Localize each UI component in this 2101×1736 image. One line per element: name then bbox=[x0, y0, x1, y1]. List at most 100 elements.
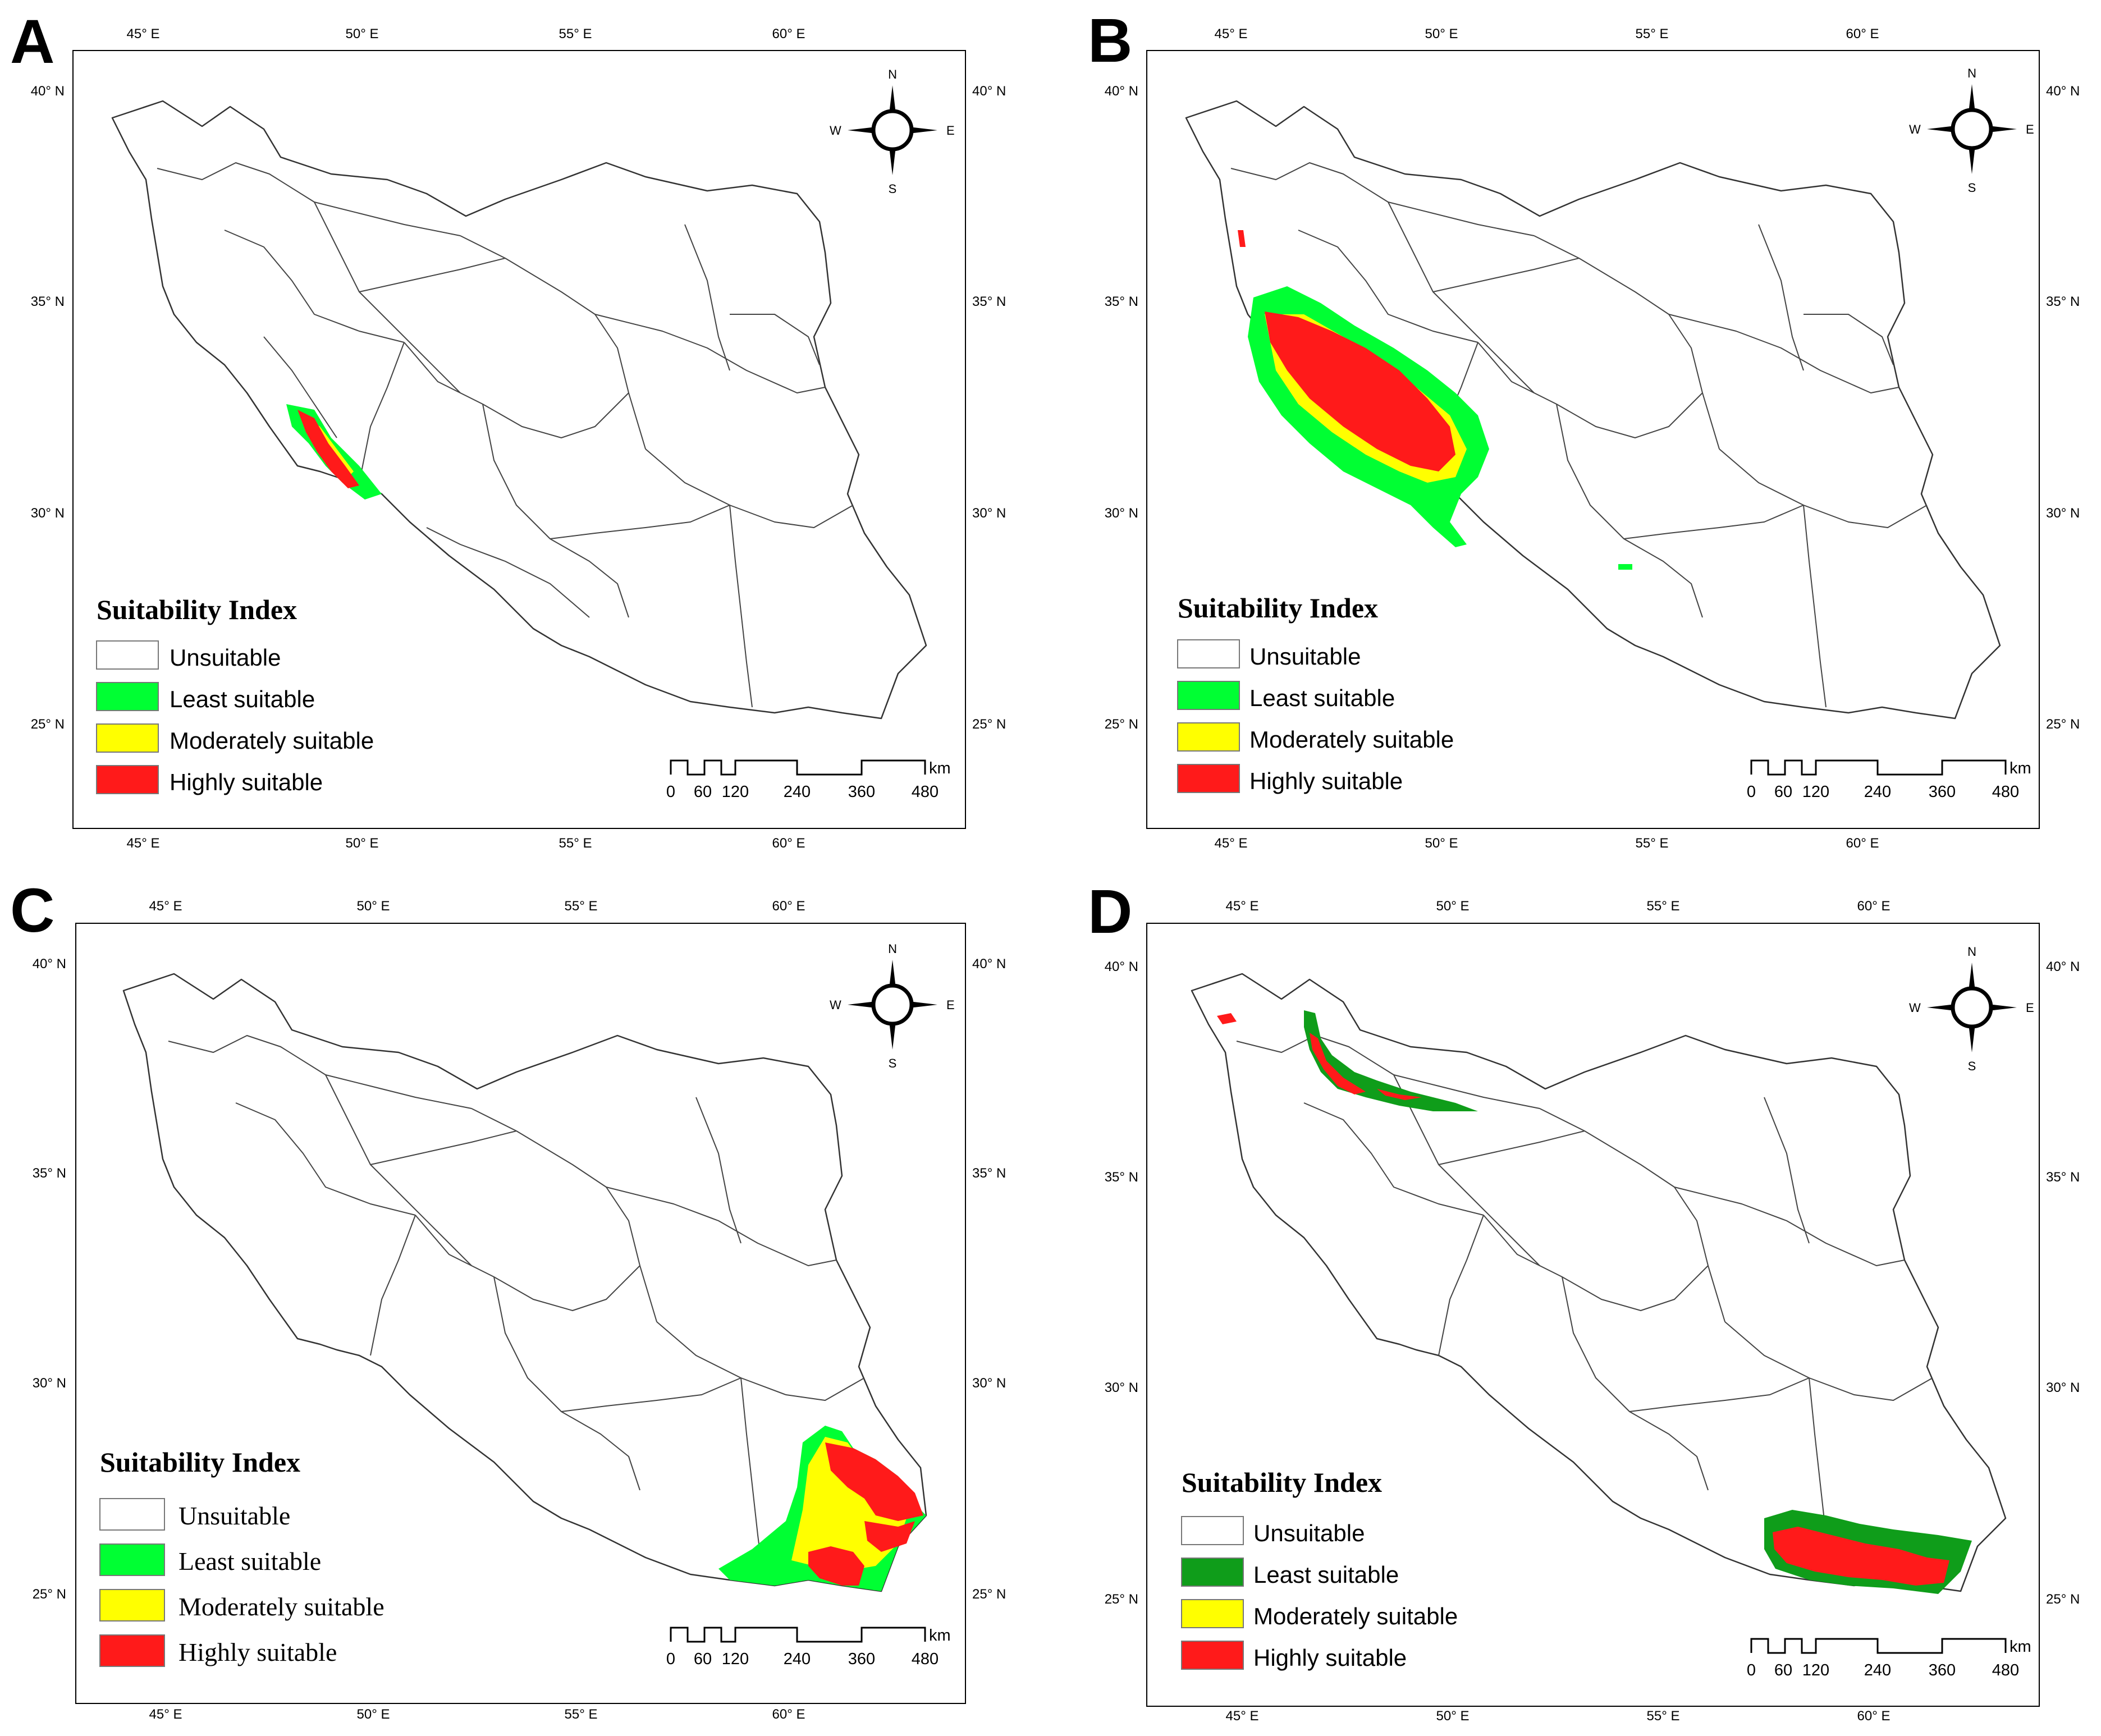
lon-ticks-top: 45° E 50° E 55° E 60° E bbox=[149, 899, 805, 914]
lon-tick: 45° E bbox=[1215, 26, 1248, 42]
lon-tick: 55° E bbox=[559, 26, 592, 42]
legend-title: Suitability Index bbox=[1178, 592, 1378, 624]
lon-tick: 60° E bbox=[1857, 1708, 1891, 1723]
compass-e: E bbox=[946, 123, 955, 138]
lon-tick: 55° E bbox=[565, 1707, 598, 1722]
legend-label: Unsuitable bbox=[170, 644, 281, 671]
lat-tick: 30° N bbox=[2046, 506, 2080, 521]
lat-tick: 40° N bbox=[33, 956, 66, 972]
legend-swatch-least bbox=[1177, 681, 1240, 710]
legend-label: Least suitable bbox=[178, 1547, 321, 1575]
scale-label: 120 bbox=[722, 783, 749, 801]
lat-ticks-left: 40° N 35° N 30° N 25° N bbox=[1105, 959, 1138, 1607]
lon-ticks-bottom: 45° E 50° E 55° E 60° E bbox=[1215, 836, 1879, 851]
high-suitable-area bbox=[1377, 1089, 1422, 1100]
lat-ticks-right: 40° N 35° N 30° N 25° N bbox=[2046, 84, 2080, 732]
scale-unit: km bbox=[2010, 759, 2031, 777]
scale-label: 240 bbox=[1864, 1661, 1891, 1679]
lat-tick: 25° N bbox=[2046, 1592, 2080, 1607]
high-suitable-area bbox=[1217, 1013, 1237, 1024]
legend-swatch-moderate bbox=[1177, 722, 1240, 752]
scale-label: 60 bbox=[1774, 783, 1792, 801]
lat-tick: 35° N bbox=[1105, 1170, 1138, 1185]
legend-swatch-least bbox=[96, 682, 159, 711]
scale-label: 60 bbox=[694, 783, 712, 801]
compass-n: N bbox=[888, 67, 897, 81]
compass-s: S bbox=[1968, 181, 1976, 195]
lon-tick: 55° E bbox=[565, 899, 598, 914]
scale-label: 480 bbox=[912, 1650, 939, 1668]
lat-ticks-left: 40° N 35° N 30° N 25° N bbox=[1105, 84, 1138, 732]
compass-w: W bbox=[830, 998, 841, 1012]
lon-tick: 45° E bbox=[1226, 899, 1259, 914]
scale-label: 360 bbox=[1929, 1661, 1956, 1679]
legend: Suitability Index Unsuitable Least suita… bbox=[1177, 592, 1454, 794]
compass-rose-icon: N S E W bbox=[1909, 66, 2034, 195]
lon-tick: 60° E bbox=[772, 26, 805, 42]
suitability-area bbox=[718, 1426, 926, 1591]
scale-label: 360 bbox=[1929, 783, 1956, 801]
lat-ticks-right: 40° N 35° N 30° N 25° N bbox=[972, 956, 1006, 1602]
lat-ticks-right: 40° N 35° N 30° N 25° N bbox=[2046, 959, 2080, 1607]
legend-swatch-moderate bbox=[96, 723, 159, 753]
map-frame bbox=[1146, 50, 2040, 829]
province-boundaries bbox=[1230, 162, 1928, 708]
lat-tick: 25° N bbox=[972, 1587, 1006, 1602]
lon-tick: 60° E bbox=[772, 836, 805, 851]
lat-tick: 40° N bbox=[2046, 84, 2080, 99]
lat-ticks-left: 40° N 35° N 30° N 25° N bbox=[31, 84, 65, 732]
map-frame bbox=[72, 50, 966, 829]
lon-tick: 55° E bbox=[1647, 1708, 1680, 1723]
lon-tick: 60° E bbox=[1846, 26, 1879, 42]
legend-swatch-high bbox=[96, 765, 159, 794]
lat-tick: 25° N bbox=[1105, 1592, 1138, 1607]
map-frame bbox=[1146, 923, 2040, 1707]
suitability-area bbox=[286, 404, 382, 500]
legend-label: Least suitable bbox=[170, 686, 315, 712]
legend-title: Suitability Index bbox=[97, 594, 297, 625]
scale-unit: km bbox=[929, 759, 951, 777]
scale-unit: km bbox=[929, 1627, 951, 1645]
scale-label: 0 bbox=[1747, 783, 1756, 801]
lon-ticks-bottom: 45° E 50° E 55° E 60° E bbox=[149, 1707, 805, 1722]
legend-swatch-high bbox=[1177, 764, 1240, 793]
lon-tick: 50° E bbox=[357, 899, 390, 914]
legend: Suitability Index Unsuitable Least suita… bbox=[96, 594, 374, 795]
lon-tick: 45° E bbox=[1226, 1708, 1259, 1723]
legend-label: Unsuitable bbox=[1253, 1520, 1365, 1546]
lon-tick: 60° E bbox=[772, 899, 805, 914]
lon-tick: 55° E bbox=[1647, 899, 1680, 914]
lat-tick: 25° N bbox=[31, 717, 65, 732]
high-suitable-area bbox=[864, 1521, 915, 1552]
lat-tick: 40° N bbox=[1105, 959, 1138, 974]
lon-ticks-top: 45° E 50° E 55° E 60° E bbox=[1226, 899, 1891, 914]
lat-tick: 30° N bbox=[1105, 506, 1138, 521]
lon-tick: 50° E bbox=[346, 26, 379, 42]
lat-tick: 40° N bbox=[31, 84, 65, 99]
legend-label: Moderately suitable bbox=[170, 727, 374, 754]
map-svg: B 45° E 50° E 55° E 60° E 45° E 50° E 55… bbox=[1088, 6, 2080, 851]
lat-tick: 25° N bbox=[972, 717, 1006, 732]
lon-tick: 60° E bbox=[1857, 899, 1891, 914]
scale-bar: km 0 60 120 240 360 480 bbox=[666, 1627, 951, 1668]
legend-swatch-least bbox=[99, 1543, 165, 1576]
compass-s: S bbox=[889, 182, 897, 196]
iran-outline bbox=[1191, 973, 2007, 1592]
lat-tick: 35° N bbox=[2046, 294, 2080, 309]
high-suitable-area bbox=[825, 1442, 923, 1521]
lon-tick: 50° E bbox=[1436, 899, 1470, 914]
legend: Suitability Index Unsuitable Least suita… bbox=[99, 1446, 385, 1667]
legend-label: Highly suitable bbox=[170, 769, 323, 795]
map-svg: A 45° E 50° E 55° E 60° E 45° E 50° E 55… bbox=[10, 7, 1006, 851]
legend-swatch-unsuitable bbox=[1181, 1516, 1244, 1545]
legend-swatch-high bbox=[99, 1634, 165, 1667]
lat-tick: 30° N bbox=[972, 1376, 1006, 1391]
lon-ticks-bottom: 45° E 50° E 55° E 60° E bbox=[1226, 1708, 1891, 1723]
lon-tick: 45° E bbox=[149, 1707, 182, 1722]
scale-label: 240 bbox=[784, 1650, 811, 1668]
lat-tick: 35° N bbox=[31, 294, 65, 309]
legend-label: Unsuitable bbox=[178, 1501, 290, 1530]
compass-rose-icon: N S E W bbox=[830, 942, 955, 1070]
high-suitable-area bbox=[808, 1546, 864, 1586]
province-boundaries bbox=[168, 1035, 865, 1581]
